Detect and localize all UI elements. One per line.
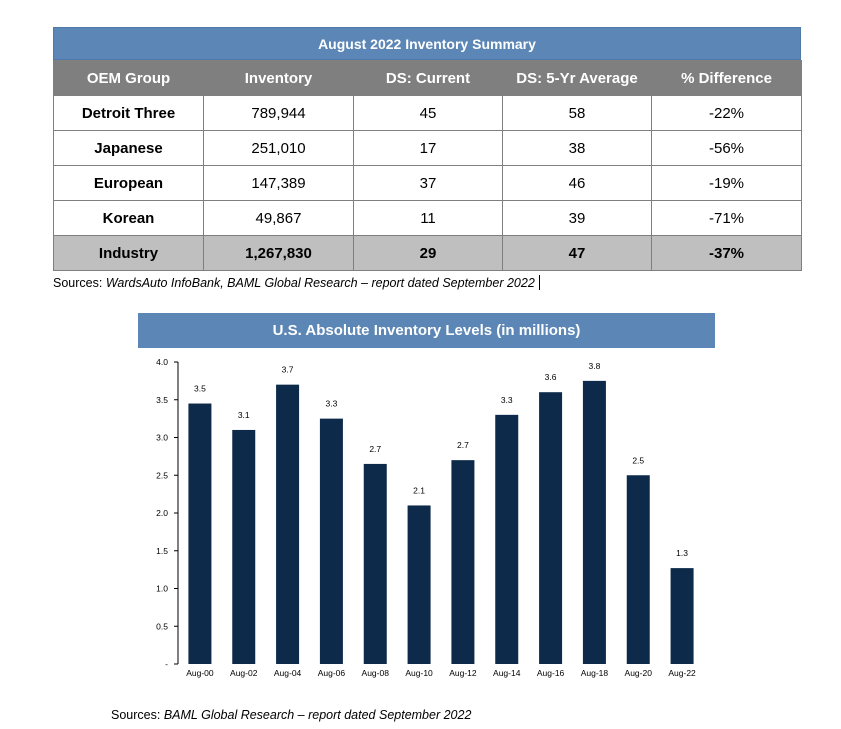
cell-ds-current: 45 xyxy=(353,95,503,131)
cell-oem-group: Detroit Three xyxy=(53,95,204,131)
cell-ds-current: 37 xyxy=(353,165,503,201)
chart-sources-text: BAML Global Research – report dated Sept… xyxy=(163,708,472,722)
col-header-inventory: Inventory xyxy=(203,60,354,96)
cell-inventory: 147,389 xyxy=(203,165,354,201)
cell-ds-current: 17 xyxy=(353,130,503,166)
table-row: Japanese 251,010 17 38 -56% xyxy=(53,130,802,166)
bar-aug-16 xyxy=(539,392,563,664)
data-label: 2.1 xyxy=(413,485,425,495)
cell-oem-group: European xyxy=(53,165,204,201)
cell-oem-group: Korean xyxy=(53,200,204,236)
bar-aug-04 xyxy=(276,384,300,664)
cell-ds-5yr-average: 38 xyxy=(502,130,652,166)
data-label: 2.7 xyxy=(457,440,469,450)
table-sources-note: Sources: WardsAuto InfoBank, BAML Global… xyxy=(53,275,540,290)
table-row-total: Industry 1,267,830 29 47 -37% xyxy=(53,235,802,271)
bar-aug-08 xyxy=(363,463,387,664)
data-label: 1.3 xyxy=(676,548,688,558)
summary-grid: OEM Group Inventory DS: Current DS: 5-Yr… xyxy=(53,60,802,271)
cell-pct-difference: -22% xyxy=(651,95,802,131)
bar-aug-14 xyxy=(495,414,519,664)
data-label: 3.6 xyxy=(545,372,557,382)
cell-pct-difference: -37% xyxy=(651,235,802,271)
cell-inventory: 49,867 xyxy=(203,200,354,236)
x-tick-label: Aug-20 xyxy=(625,668,653,678)
cell-pct-difference: -19% xyxy=(651,165,802,201)
cell-inventory: 251,010 xyxy=(203,130,354,166)
bar-aug-12 xyxy=(451,460,475,664)
x-tick-label: Aug-04 xyxy=(274,668,302,678)
cell-pct-difference: -56% xyxy=(651,130,802,166)
data-label: 3.8 xyxy=(589,361,601,371)
table-title: August 2022 Inventory Summary xyxy=(53,27,801,60)
y-tick-label: 2.0 xyxy=(156,508,168,518)
col-header-oem-group: OEM Group xyxy=(53,60,204,96)
cell-ds-5yr-average: 47 xyxy=(502,235,652,271)
table-sources-prefix: Sources: xyxy=(53,276,106,290)
data-label: 3.1 xyxy=(238,410,250,420)
chart-sources-note: Sources: BAML Global Research – report d… xyxy=(111,708,471,722)
y-tick-label: 3.0 xyxy=(156,433,168,443)
inventory-bar-chart: - 0.5 1.0 1.5 2.0 2.5 3.0 3.5 4.0 3.5 Aug-00 3.1 Aug… xyxy=(156,357,696,678)
bar-aug-02 xyxy=(232,429,256,664)
y-tick-label: - xyxy=(165,659,168,669)
chart-sources-prefix: Sources: xyxy=(111,708,164,722)
table-sources-text: WardsAuto InfoBank, BAML Global Research… xyxy=(105,276,535,290)
cell-oem-group: Industry xyxy=(53,235,204,271)
cell-ds-5yr-average: 39 xyxy=(502,200,652,236)
text-cursor xyxy=(538,275,540,290)
table-row: Korean 49,867 11 39 -71% xyxy=(53,200,802,236)
bar-aug-22 xyxy=(670,568,694,664)
header-row: OEM Group Inventory DS: Current DS: 5-Yr… xyxy=(53,60,802,96)
cell-pct-difference: -71% xyxy=(651,200,802,236)
bar-aug-20 xyxy=(626,475,650,664)
x-tick-label: Aug-02 xyxy=(230,668,258,678)
x-tick-label: Aug-06 xyxy=(318,668,346,678)
cell-ds-5yr-average: 46 xyxy=(502,165,652,201)
table-row: Detroit Three 789,944 45 58 -22% xyxy=(53,95,802,131)
bar-aug-10 xyxy=(407,505,431,664)
bar-aug-06 xyxy=(319,418,343,664)
y-tick-label: 0.5 xyxy=(156,621,168,631)
cell-inventory: 789,944 xyxy=(203,95,354,131)
data-label: 3.3 xyxy=(501,395,513,405)
col-header-ds-5yr-average: DS: 5-Yr Average xyxy=(502,60,652,96)
table-row: European 147,389 37 46 -19% xyxy=(53,165,802,201)
cell-ds-5yr-average: 58 xyxy=(502,95,652,131)
bar-aug-18 xyxy=(582,380,606,664)
cell-ds-current: 29 xyxy=(353,235,503,271)
x-tick-label: Aug-10 xyxy=(405,668,433,678)
x-tick-label: Aug-22 xyxy=(668,668,696,678)
data-label: 2.5 xyxy=(632,455,644,465)
y-tick-label: 4.0 xyxy=(156,357,168,367)
cell-oem-group: Japanese xyxy=(53,130,204,166)
x-tick-label: Aug-16 xyxy=(537,668,565,678)
cell-inventory: 1,267,830 xyxy=(203,235,354,271)
y-tick-label: 3.5 xyxy=(156,395,168,405)
x-tick-label: Aug-18 xyxy=(581,668,609,678)
col-header-ds-current: DS: Current xyxy=(353,60,503,96)
y-tick-label: 1.5 xyxy=(156,546,168,556)
x-tick-label: Aug-14 xyxy=(493,668,521,678)
col-header-pct-difference: % Difference xyxy=(651,60,802,96)
bar-aug-00 xyxy=(188,403,212,664)
inventory-summary-table: August 2022 Inventory Summary OEM Group … xyxy=(53,27,802,271)
data-label: 2.7 xyxy=(369,444,381,454)
cell-ds-current: 11 xyxy=(353,200,503,236)
x-tick-label: Aug-08 xyxy=(362,668,390,678)
data-label: 3.7 xyxy=(282,365,294,375)
data-label: 3.3 xyxy=(326,399,338,409)
y-tick-label: 1.0 xyxy=(156,584,168,594)
x-tick-label: Aug-00 xyxy=(186,668,214,678)
chart-title: U.S. Absolute Inventory Levels (in milli… xyxy=(138,313,715,348)
data-label: 3.5 xyxy=(194,384,206,394)
x-tick-label: Aug-12 xyxy=(449,668,477,678)
y-tick-label: 2.5 xyxy=(156,470,168,480)
